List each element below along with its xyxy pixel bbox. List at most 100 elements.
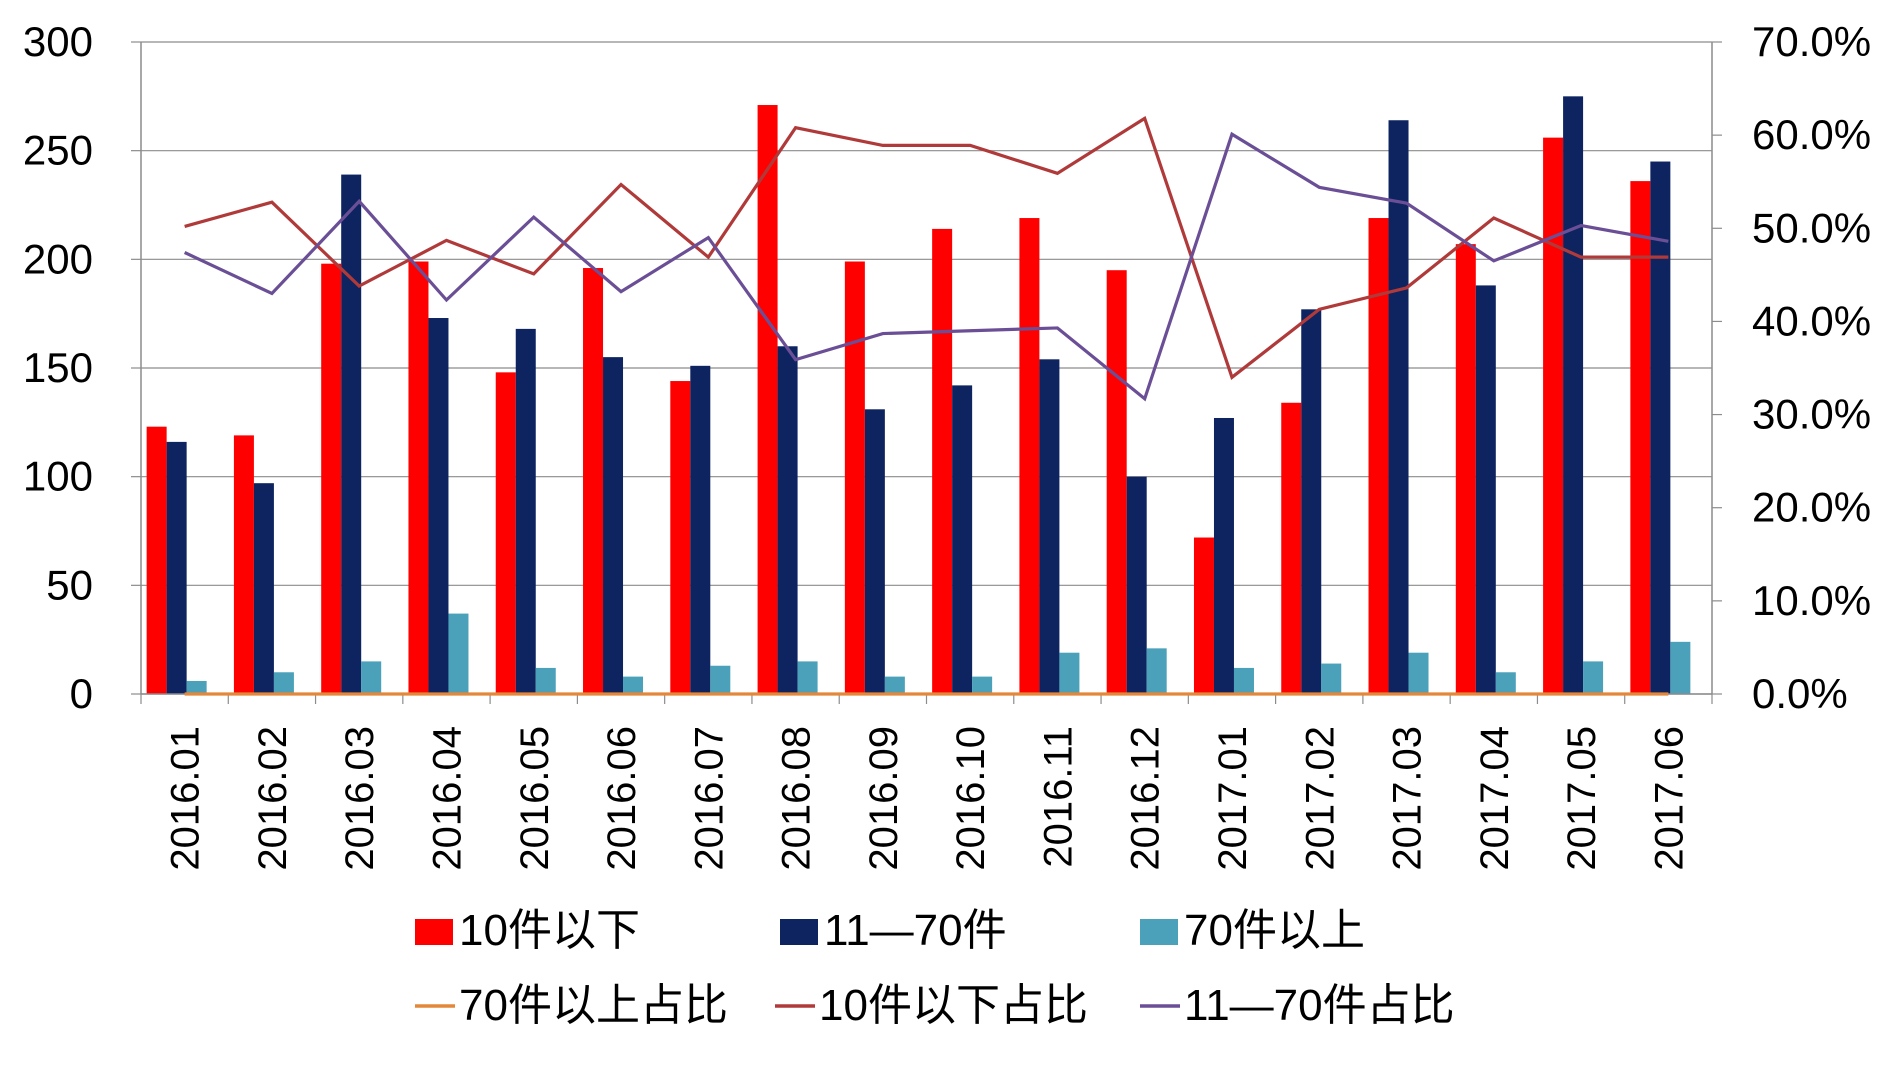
x-tick-label: 2016.01 [164, 726, 208, 871]
bar-11-70 [1650, 161, 1671, 695]
bar-under-10 [1543, 137, 1564, 695]
bar-11-70 [253, 483, 274, 694]
bar-over-70 [1233, 667, 1254, 694]
x-tick-label: 2017.02 [1298, 726, 1342, 871]
bar-11-70 [166, 441, 187, 694]
bar-over-70 [884, 676, 905, 694]
bar-over-70 [1583, 661, 1604, 694]
y-right-tick-label: 10.0% [1752, 577, 1871, 624]
legend-swatch [780, 919, 818, 945]
y-right-tick-label: 0.0% [1752, 670, 1848, 717]
x-tick-label: 2017.05 [1560, 726, 1604, 871]
x-tick-label: 2016.06 [600, 726, 644, 871]
bar-under-10 [1019, 218, 1040, 695]
bar-over-70 [623, 676, 644, 694]
bar-over-70 [361, 661, 382, 694]
bar-under-10 [1630, 181, 1651, 695]
bar-over-70 [535, 667, 556, 694]
bar-under-10 [1281, 402, 1302, 694]
y-left-tick-label: 150 [23, 344, 93, 391]
bar-11-70 [515, 328, 536, 694]
x-tick-label: 2016.08 [775, 726, 819, 871]
legend-swatch [1140, 919, 1178, 945]
y-right-tick-label: 20.0% [1752, 484, 1871, 531]
x-tick-label: 2017.06 [1647, 726, 1691, 871]
gridlines [141, 41, 1712, 695]
bar-11-70 [952, 385, 973, 694]
y-right-tick-label: 60.0% [1752, 111, 1871, 158]
x-tick-label: 2016.03 [338, 726, 382, 871]
x-tick-label: 2017.04 [1473, 726, 1517, 871]
legend-label: 10件以下 [459, 906, 640, 955]
bar-under-10 [670, 381, 691, 694]
y-left-tick-label: 250 [23, 127, 93, 174]
bar-over-70 [448, 613, 469, 694]
x-tick-label: 2017.01 [1211, 726, 1255, 871]
legend-label: 70件以上 [1184, 906, 1365, 955]
bar-over-70 [1408, 652, 1429, 694]
bar-under-10 [1193, 537, 1214, 694]
y-left-tick-label: 200 [23, 235, 93, 282]
bar-under-10 [757, 105, 778, 694]
bar-11-70 [1475, 285, 1496, 694]
y-left-tick-label: 100 [23, 453, 93, 500]
bar-11-70 [1126, 476, 1147, 694]
lines [183, 115, 1669, 696]
bar-over-70 [972, 676, 993, 694]
bar-under-10 [1106, 270, 1127, 694]
bar-under-10 [146, 426, 167, 694]
bar-under-10 [932, 228, 953, 694]
bars [146, 96, 1691, 695]
bar-11-70 [1213, 417, 1234, 694]
bar-over-70 [186, 680, 207, 694]
bar-11-70 [777, 346, 798, 694]
bar-over-70 [273, 672, 294, 694]
y-right-tick-label: 50.0% [1752, 204, 1871, 251]
x-axis-ticks: 2016.01 2016.02 2016.03 2016.04 2016.05 2016.… [164, 726, 1692, 871]
bar-11-70 [1563, 96, 1584, 695]
bar-over-70 [1670, 641, 1691, 694]
legend: 10件以下 11—70件 70件以上 70件以上占比 10件以下占比 11—70件占比 [415, 906, 1455, 1030]
y-axis-left-ticks: 0 50 100 150 200 250 300 [23, 18, 93, 717]
bar-under-10 [1455, 244, 1476, 694]
x-tick-label: 2016.07 [687, 726, 731, 871]
bar-over-70 [710, 665, 731, 694]
bar-11-70 [603, 357, 624, 694]
legend-label: 70件以上占比 [459, 981, 728, 1030]
bar-under-10 [233, 435, 254, 694]
bar-under-10 [321, 263, 342, 694]
bar-over-70 [1321, 663, 1342, 694]
bar-over-70 [797, 661, 818, 694]
legend-label: 10件以下占比 [819, 981, 1088, 1030]
legend-swatch [415, 919, 453, 945]
y-right-tick-label: 40.0% [1752, 297, 1871, 344]
x-tick-label: 2016.09 [862, 726, 906, 871]
bar-under-10 [844, 261, 865, 694]
bar-11-70 [1039, 359, 1060, 694]
bar-11-70 [690, 365, 711, 694]
bar-under-10 [583, 268, 604, 694]
x-tick-label: 2016.04 [425, 726, 469, 871]
bar-11-70 [428, 318, 449, 694]
x-tick-label: 2016.02 [251, 726, 295, 871]
y-left-tick-label: 300 [23, 18, 93, 65]
y-right-tick-label: 30.0% [1752, 391, 1871, 438]
y-right-tick-label: 70.0% [1752, 18, 1871, 65]
line-series-2 [183, 131, 1669, 402]
bar-11-70 [1301, 309, 1322, 694]
y-axis-right-ticks: 0.0% 10.0% 20.0% 30.0% 40.0% 50.0% 60.0% 70.0% [1752, 18, 1871, 717]
bar-over-70 [1146, 648, 1167, 694]
legend-label: 11—70件 [824, 906, 1007, 955]
y-left-tick-label: 50 [46, 561, 93, 608]
bar-11-70 [341, 174, 362, 694]
legend-label: 11—70件占比 [1184, 981, 1455, 1030]
x-tick-label: 2017.03 [1386, 726, 1430, 871]
bar-over-70 [1495, 672, 1516, 694]
y-left-tick-label: 0 [70, 670, 93, 717]
x-tick-label: 2016.05 [513, 726, 557, 871]
x-tick-label: 2016.11 [1036, 726, 1080, 868]
bar-11-70 [1388, 120, 1409, 695]
bar-under-10 [408, 261, 429, 694]
